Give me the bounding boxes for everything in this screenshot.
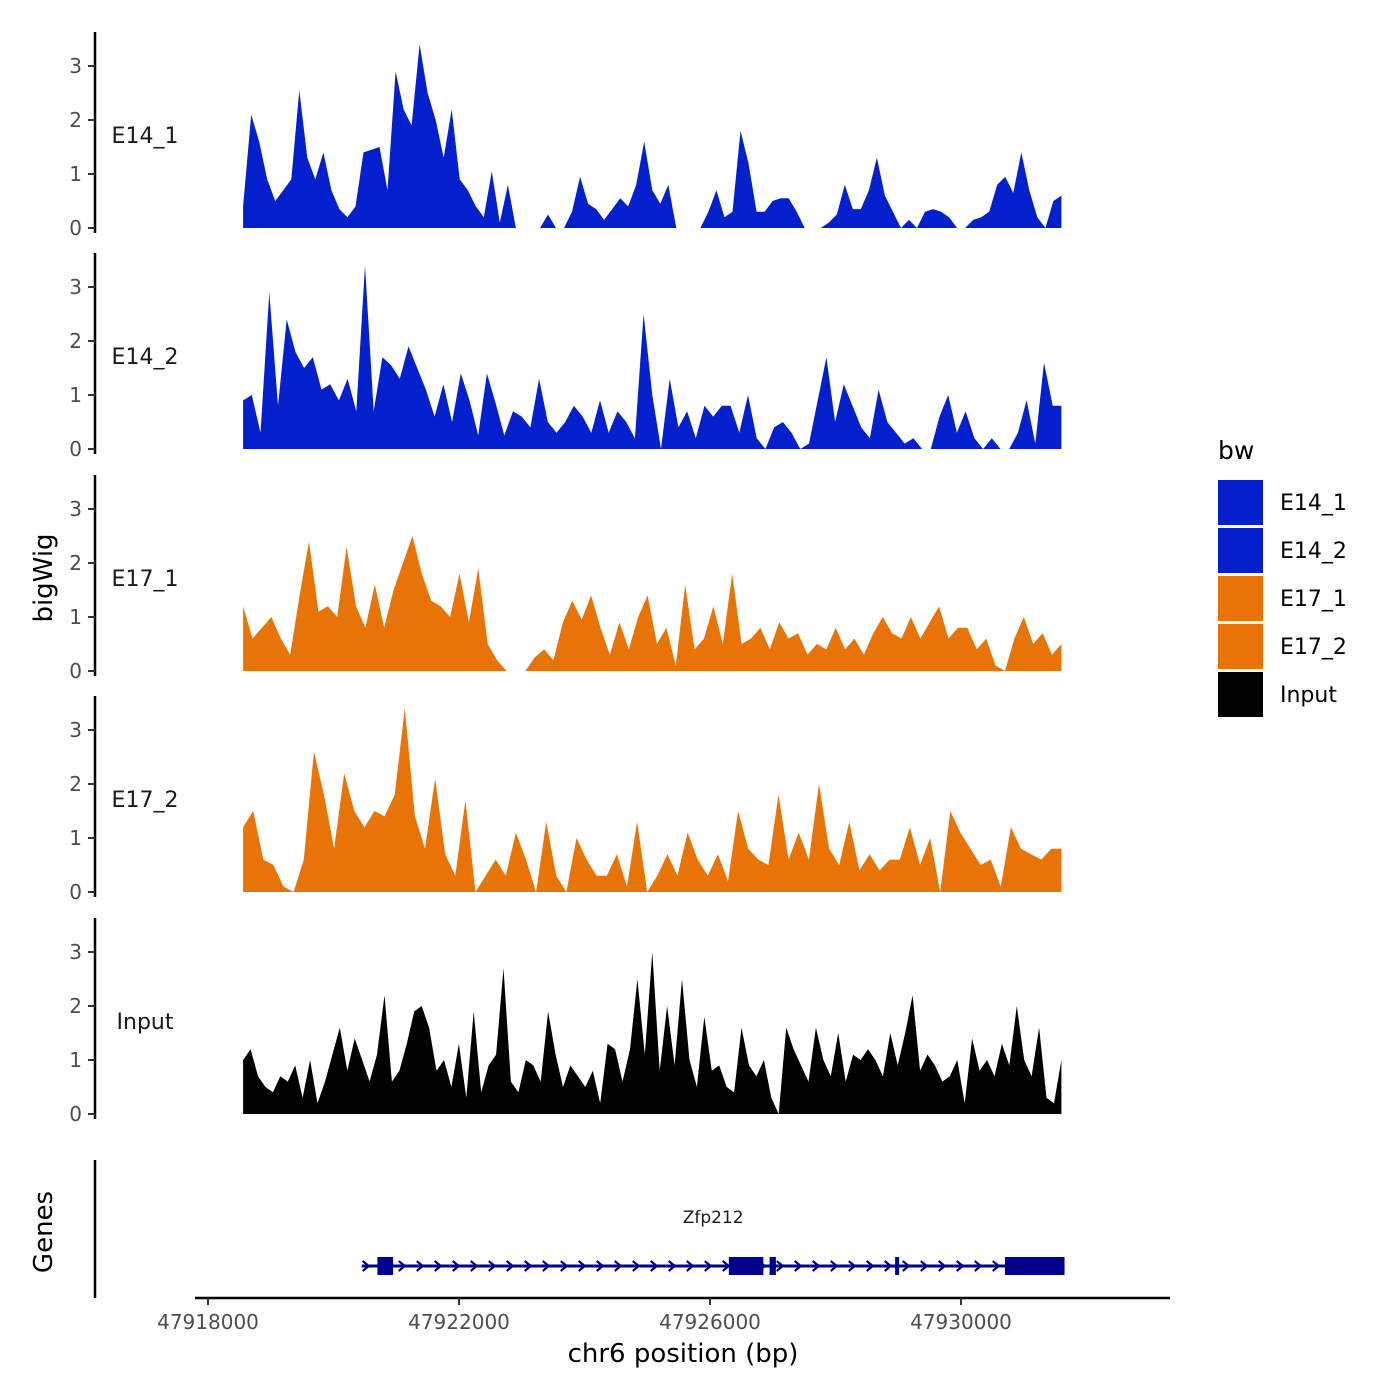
y-tick-label: 3 <box>69 718 82 742</box>
strand-arrow <box>848 1260 857 1272</box>
y-tick-label: 1 <box>69 162 82 186</box>
signal-area-E14_1 <box>243 44 1062 229</box>
legend-title: bw <box>1218 436 1254 465</box>
strand-arrow <box>866 1260 875 1272</box>
strand-arrow <box>488 1260 497 1272</box>
gene-exon <box>769 1257 776 1275</box>
strand-arrow <box>524 1260 533 1272</box>
track-E14_2: 0 1 2 3 E14_2 <box>69 253 1062 461</box>
strand-arrow <box>812 1260 821 1272</box>
strand-arrow <box>398 1260 407 1272</box>
x-axis: 47918000 47922000 47926000 47930000 <box>157 1296 1170 1334</box>
x-tick-label: 47926000 <box>659 1310 761 1334</box>
track-label: E17_2 <box>112 788 179 813</box>
y-tick-label: 0 <box>69 1102 82 1126</box>
strand-arrow <box>992 1260 1001 1272</box>
legend-label: E17_1 <box>1280 587 1347 612</box>
track-E17_2: 0 1 2 3 E17_2 <box>69 696 1062 904</box>
track-label: E14_2 <box>112 345 179 370</box>
strand-arrow <box>722 1260 731 1272</box>
track-E17_1: 0 1 2 3 E17_1 <box>69 475 1062 683</box>
gene-exon <box>728 1257 764 1275</box>
strand-arrow <box>686 1260 695 1272</box>
y-tick-label: 3 <box>69 940 82 964</box>
gene-exon <box>895 1257 900 1275</box>
y-tick-label: 2 <box>69 108 82 132</box>
strand-arrow <box>668 1260 677 1272</box>
y-tick-label: 0 <box>69 659 82 683</box>
signal-area-E17_2 <box>243 708 1062 892</box>
gene-name-label: Zfp212 <box>683 1208 744 1228</box>
y-tick-label: 2 <box>69 329 82 353</box>
x-tick-label: 47918000 <box>157 1310 259 1334</box>
strand-arrow <box>434 1260 443 1272</box>
strand-arrow <box>506 1260 515 1272</box>
signal-area-E14_2 <box>243 265 1062 449</box>
x-tick-label: 47922000 <box>408 1310 510 1334</box>
strand-arrow <box>578 1260 587 1272</box>
track-label: E14_1 <box>112 124 179 149</box>
strand-arrow <box>884 1260 893 1272</box>
strand-arrow <box>956 1260 965 1272</box>
y-tick-label: 2 <box>69 994 82 1018</box>
y-tick-label: 3 <box>69 275 82 299</box>
strand-arrow <box>650 1260 659 1272</box>
y-tick-label: 1 <box>69 605 82 629</box>
signal-area-E17_1 <box>243 536 1062 671</box>
y-tick-label: 3 <box>69 54 82 78</box>
y-axis-title: bigWig <box>29 533 59 622</box>
strand-arrow <box>902 1260 911 1272</box>
legend-label: E14_1 <box>1280 491 1347 516</box>
strand-arrow <box>560 1260 569 1272</box>
strand-arrow <box>704 1260 713 1272</box>
strand-arrow <box>920 1260 929 1272</box>
y-tick-label: 0 <box>69 216 82 240</box>
strand-arrow <box>974 1260 983 1272</box>
strand-arrow <box>452 1260 461 1272</box>
gene-exon <box>377 1257 394 1275</box>
track-label: E17_1 <box>112 567 179 592</box>
strand-arrow <box>362 1260 371 1272</box>
track-E14_1: 0 1 2 3 E14_1 <box>69 32 1062 240</box>
genes-panel: Zfp212 <box>93 1160 1065 1298</box>
strand-arrow <box>470 1260 479 1272</box>
legend-swatch-E14_1 <box>1218 480 1263 525</box>
y-tick-label: 0 <box>69 880 82 904</box>
strand-arrow <box>596 1260 605 1272</box>
gene-exon <box>1004 1257 1065 1275</box>
y-tick-label: 2 <box>69 772 82 796</box>
genes-axis-title: Genes <box>29 1191 59 1273</box>
strand-arrow <box>830 1260 839 1272</box>
strand-arrow <box>632 1260 641 1272</box>
y-tick-label: 1 <box>69 383 82 407</box>
legend-label: E17_2 <box>1280 635 1347 660</box>
legend-swatch-Input <box>1218 672 1263 717</box>
y-tick-label: 1 <box>69 1048 82 1072</box>
strand-arrow <box>416 1260 425 1272</box>
strand-arrow <box>614 1260 623 1272</box>
legend-swatch-E17_2 <box>1218 624 1263 669</box>
legend-label: Input <box>1280 683 1337 708</box>
signal-area-Input <box>243 952 1062 1114</box>
tracks-group: 0 1 2 3 E14_1 0 1 2 3 E14_2 0 1 2 3 E17_1 0 1 2 3 E17_2 0 1 2 3… <box>69 32 1062 1126</box>
strand-arrow <box>776 1260 785 1272</box>
legend-swatch-E14_2 <box>1218 528 1263 573</box>
x-axis-title: chr6 position (bp) <box>568 1339 799 1369</box>
strand-arrow <box>938 1260 947 1272</box>
y-tick-label: 0 <box>69 437 82 461</box>
legend-swatch-E17_1 <box>1218 576 1263 621</box>
y-tick-label: 1 <box>69 826 82 850</box>
strand-arrow <box>794 1260 803 1272</box>
strand-arrow <box>542 1260 551 1272</box>
track-label: Input <box>117 1010 174 1035</box>
y-tick-label: 2 <box>69 551 82 575</box>
x-tick-label: 47930000 <box>910 1310 1012 1334</box>
legend: bw E14_1 E14_2 E17_1 E17_2 Input <box>1218 436 1347 717</box>
y-tick-label: 3 <box>69 497 82 521</box>
legend-label: E14_2 <box>1280 539 1347 564</box>
track-Input: 0 1 2 3 Input <box>69 918 1062 1126</box>
